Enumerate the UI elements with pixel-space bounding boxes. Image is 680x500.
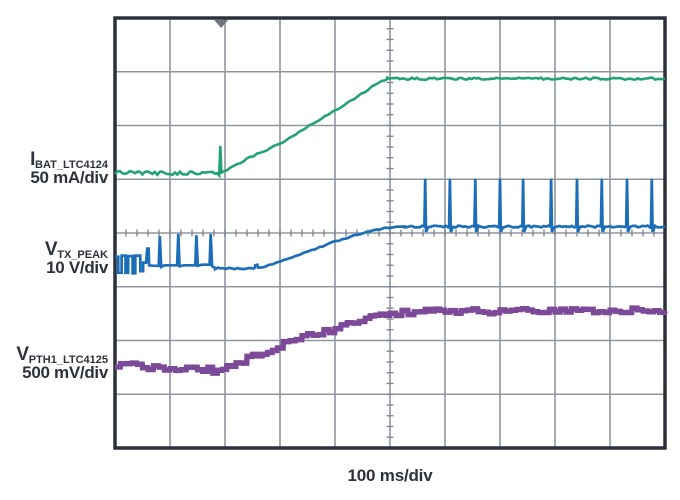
channel-scale: 10 V/div xyxy=(46,258,108,278)
channel-scale: 500 mV/div xyxy=(22,363,108,383)
channel-symbol: I xyxy=(30,149,36,170)
channel-name: VPTH1_LTC4125 xyxy=(0,344,108,366)
plot-border xyxy=(113,16,667,450)
channel-subscript: TX_PEAK xyxy=(57,249,108,261)
channel-label-vtx: VTX_PEAK 10 V/div xyxy=(0,239,108,278)
trace-V_PTH1_LTC4125 xyxy=(115,305,668,376)
channel-symbol: V xyxy=(16,344,29,365)
channel-subscript: PTH1_LTC4125 xyxy=(28,354,108,366)
timebase-label: 100 ms/div xyxy=(347,466,433,485)
channel-name: IBAT_LTC4124 xyxy=(0,149,108,171)
trace-I_BAT_LTC4124 xyxy=(114,75,666,179)
channel-label-vpth: VPTH1_LTC4125 500 mV/div xyxy=(0,344,108,383)
channel-scale: 50 mA/div xyxy=(30,168,108,188)
channel-subscript: BAT_LTC4124 xyxy=(35,159,108,171)
trace-V_TX_PEAK xyxy=(115,178,666,275)
channel-name: VTX_PEAK xyxy=(0,239,108,261)
trigger-marker-icon xyxy=(214,20,229,28)
channel-symbol: V xyxy=(44,239,58,260)
channel-label-ibat: IBAT_LTC4124 50 mA/div xyxy=(0,149,108,188)
